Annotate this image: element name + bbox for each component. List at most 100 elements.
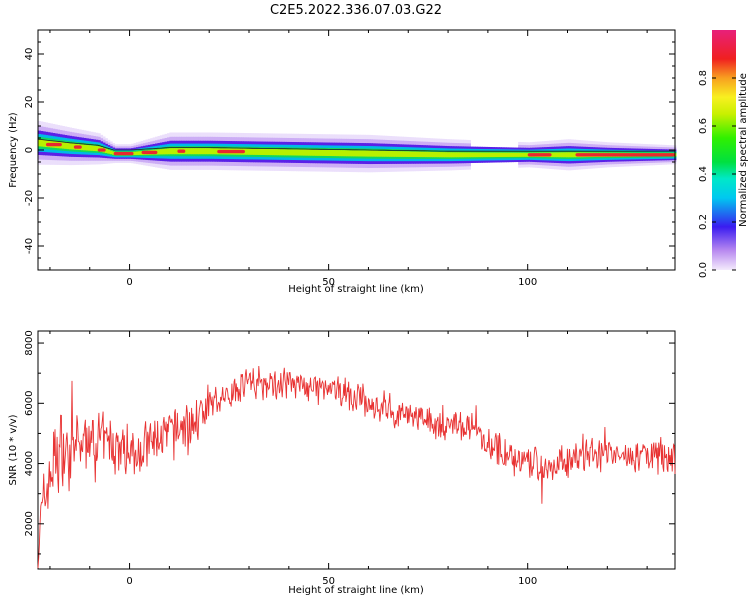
spectrogram-cell (348, 150, 352, 157)
colorbar-label: Normalized spectral amplitude (738, 73, 749, 227)
spectrogram-cell (42, 139, 46, 147)
spectrogram-cell (109, 150, 113, 155)
spectrogram-cell (69, 143, 73, 150)
spectrogram-cell (193, 148, 197, 155)
spectrogram-cell (80, 144, 84, 151)
spectrogram-cell (453, 152, 457, 158)
spectrogram-cell (422, 151, 426, 158)
spectrogram-cell (272, 149, 276, 156)
spectrogram-cell (513, 152, 517, 157)
spectrogram-cell (112, 151, 116, 155)
snr-ylabel: SNR (10 * v/v) (8, 414, 19, 485)
spectrogram-cell (362, 150, 366, 157)
spectrogram-image (37, 120, 677, 173)
colorbar-tick-label: 0.0 (698, 262, 709, 278)
x-tick-label: 100 (518, 576, 537, 587)
spectrogram-cell (284, 149, 288, 156)
spectrogram-cell (551, 152, 555, 158)
spectrogram-cell (370, 150, 374, 157)
spectrogram-cell (365, 150, 369, 157)
spectrogram-cell (281, 149, 285, 156)
spectrogram-cell (212, 148, 216, 155)
y-tick-label: 6000 (24, 391, 35, 416)
spectrogram-cell (518, 152, 522, 157)
colorbar-tick-label: 0.2 (698, 214, 709, 230)
spectrogram-cell (460, 152, 464, 158)
spectrogram-cell (322, 149, 326, 156)
figure-title: C2E5.2022.336.07.03.G22 (270, 3, 442, 18)
spectrogram-cell (255, 148, 259, 155)
spectrogram-cell (379, 150, 383, 157)
spectrogram-cell (510, 152, 514, 157)
spectrogram-cell (477, 152, 481, 158)
spectrogram-cell (262, 148, 266, 156)
spectrogram-cell (391, 151, 395, 157)
colorbar-ticks: 0.0 0.2 0.4 0.6 0.8 (698, 70, 736, 278)
spectrogram-peak (527, 153, 552, 157)
spectrogram-cell (312, 149, 316, 156)
spectrogram-cell (563, 152, 567, 158)
spectrogram-cell (436, 152, 440, 158)
spectrogram-cell (334, 150, 338, 157)
spectrogram-cell (424, 151, 428, 158)
spectrogram-cell (64, 142, 68, 149)
spectrogram-peak (141, 150, 158, 155)
spectrogram-cell (432, 151, 436, 158)
spectrogram-cell (300, 149, 304, 156)
spectrogram-cell (159, 149, 163, 155)
x-tick-label: 0 (126, 277, 132, 288)
spectrogram-cell (350, 150, 354, 157)
spectrogram-cell (525, 152, 529, 157)
colorbar-tick-label: 0.8 (698, 70, 709, 86)
spectrogram-cell (279, 149, 283, 156)
spectrogram-cell (88, 145, 92, 151)
y-tick-label: -20 (24, 190, 35, 206)
spectrogram-cell (174, 148, 178, 155)
y-tick-label: 0 (24, 147, 35, 153)
spectrogram-cell (458, 152, 462, 158)
x-tick-label: 0 (126, 576, 132, 587)
colorbar-gradient (712, 30, 736, 270)
spectrogram-cell (522, 152, 526, 157)
spectrogram-peak (97, 148, 106, 152)
spectrogram-cell (472, 152, 476, 158)
spectrogram-cell (396, 151, 400, 157)
spectrogram-cell (573, 152, 577, 158)
spectrogram-cell (200, 148, 204, 155)
spectrogram-cell (267, 149, 271, 156)
spectrogram-cell (413, 151, 417, 158)
snr-series (37, 365, 676, 569)
spectrogram-cell (295, 149, 299, 156)
spectrogram-cell (260, 148, 264, 155)
spectrogram-cell (61, 142, 65, 149)
spectrogram-cell (171, 148, 175, 155)
spectrogram-cell (463, 152, 467, 158)
spectrogram-cell (456, 152, 460, 158)
spectrogram-cell (429, 151, 433, 158)
spectrogram-cell (104, 148, 108, 154)
spectrogram-cell (245, 148, 249, 155)
colorbar-tick-label: 0.4 (698, 166, 709, 182)
spectrogram-cell (331, 150, 335, 157)
spectrogram-peak (113, 151, 134, 156)
spectrogram-cell (434, 151, 438, 158)
spectrogram-cell (293, 149, 297, 156)
spectrogram-cell (372, 150, 376, 157)
spectrogram-cell (441, 152, 445, 158)
spectrogram-cell (408, 151, 412, 157)
spectrogram-cell (264, 149, 268, 156)
spectrogram-cell (410, 151, 414, 157)
spectrogram-cell (138, 151, 142, 155)
spectrogram-cell (570, 152, 574, 158)
spectrogram-cell (353, 150, 357, 157)
y-tick-label: -40 (24, 238, 35, 254)
spectrogram-cell (198, 148, 202, 155)
spectrogram-cell (303, 149, 307, 156)
spectrogram-cell (90, 145, 94, 151)
spectrogram-cell (401, 151, 405, 157)
spectrogram-cell (307, 149, 311, 156)
spectrogram-cell (501, 152, 505, 157)
spectrogram-cell (319, 149, 323, 156)
spectrogram-cell (288, 149, 292, 156)
spectrogram-ridge-line (37, 138, 675, 152)
